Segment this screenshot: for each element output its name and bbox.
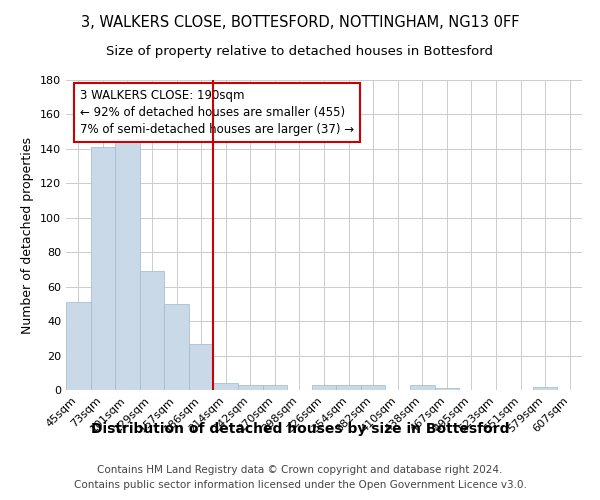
Text: 3 WALKERS CLOSE: 190sqm
← 92% of detached houses are smaller (455)
7% of semi-de: 3 WALKERS CLOSE: 190sqm ← 92% of detache… [80,88,353,136]
Bar [533,386,557,390]
Bar [361,385,385,390]
Bar [189,344,214,390]
Bar [66,302,91,390]
Bar [312,385,336,390]
Bar [214,383,238,390]
Bar [140,271,164,390]
Bar [164,304,189,390]
Bar [115,138,140,390]
Bar [91,147,115,390]
Bar [336,385,361,390]
Y-axis label: Number of detached properties: Number of detached properties [22,136,34,334]
Text: Contains HM Land Registry data © Crown copyright and database right 2024.
Contai: Contains HM Land Registry data © Crown c… [74,465,526,490]
Text: Distribution of detached houses by size in Bottesford: Distribution of detached houses by size … [91,422,509,436]
Bar [410,385,434,390]
Bar [263,385,287,390]
Bar [434,388,459,390]
Bar [238,385,263,390]
Text: Size of property relative to detached houses in Bottesford: Size of property relative to detached ho… [107,45,493,58]
Text: 3, WALKERS CLOSE, BOTTESFORD, NOTTINGHAM, NG13 0FF: 3, WALKERS CLOSE, BOTTESFORD, NOTTINGHAM… [81,15,519,30]
